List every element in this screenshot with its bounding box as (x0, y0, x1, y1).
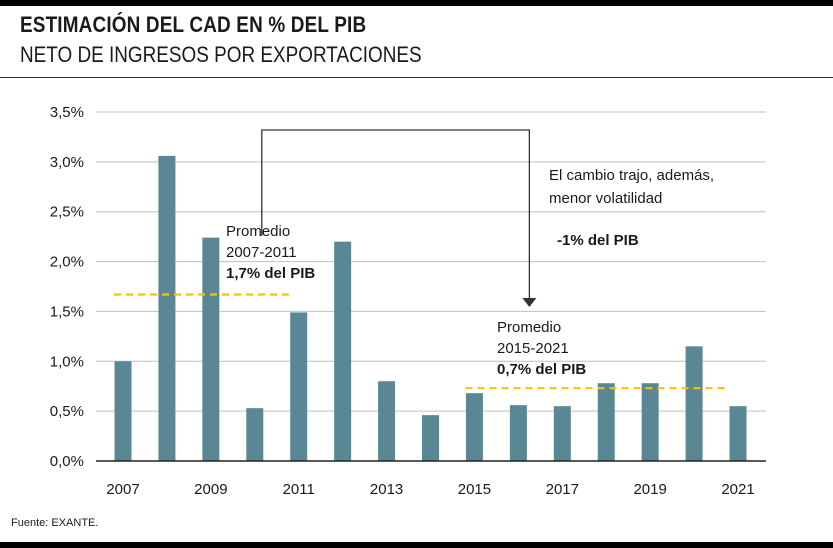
bar-2016 (509, 405, 527, 461)
bar-2019 (641, 383, 659, 461)
y-tick-label: 3,5% (50, 104, 84, 121)
chart-subtitle: NETO DE INGRESOS POR EXPORTACIONES (20, 42, 422, 67)
bar-2012 (334, 241, 352, 461)
avg1-label-line2: 2007-2011 (226, 244, 297, 261)
x-tick-label: 2021 (721, 481, 754, 498)
x-tick-label: 2011 (283, 481, 315, 498)
bar-2007 (114, 361, 132, 461)
source-note: Fuente: EXANTE. (11, 517, 99, 529)
bar-2010 (246, 408, 264, 461)
y-tick-label: 0,5% (50, 403, 84, 420)
x-tick-label: 2015 (458, 481, 491, 498)
gridlines (96, 111, 766, 412)
bar-2020 (685, 346, 703, 461)
annotation-line1: El cambio trajo, además, (549, 167, 714, 184)
bar-2011 (290, 312, 308, 461)
chart-title: ESTIMACIÓN DEL CAD EN % DEL PIB (20, 12, 367, 37)
bar-2018 (597, 383, 615, 461)
x-tick-label: 2007 (106, 481, 139, 498)
x-tick-label: 2019 (633, 481, 666, 498)
bar-2009 (202, 237, 220, 461)
bar-2013 (378, 381, 396, 461)
top-rule (0, 0, 833, 6)
y-tick-label: 3,0% (50, 154, 84, 171)
arrowhead (522, 298, 537, 307)
y-tick-label: 1,0% (50, 353, 84, 370)
x-axis-ticks: 2007 2009 2011 2013 2015 2017 2019 2021 (106, 481, 754, 498)
y-tick-label: 2,0% (50, 254, 84, 271)
x-tick-label: 2009 (194, 481, 227, 498)
avg1-label-line1: Promedio (226, 223, 290, 240)
annotation-line2: menor volatilidad (549, 190, 662, 207)
average-lines (114, 293, 729, 390)
bar-2021 (729, 406, 747, 461)
header-divider (0, 77, 833, 78)
y-tick-label: 2,5% (50, 204, 84, 221)
bars (114, 155, 747, 462)
x-tick-label: 2013 (370, 481, 403, 498)
bar-2014 (422, 415, 440, 461)
x-tick-label: 2017 (546, 481, 579, 498)
avg2-label-value: 0,7% del PIB (497, 361, 586, 378)
y-tick-label: 0,0% (50, 453, 84, 470)
avg1-label-value: 1,7% del PIB (226, 265, 315, 282)
change-arrow (261, 129, 531, 298)
annotation-change: -1% del PIB (557, 232, 639, 249)
bar-2008 (158, 155, 176, 462)
bar-2017 (553, 406, 571, 461)
bottom-rule (0, 542, 833, 548)
y-tick-label: 1,5% (50, 303, 84, 320)
y-axis-ticks: 0,0% 0,5% 1,0% 1,5% 2,0% 2,5% 3,0% 3,5% (50, 104, 84, 470)
avg2-label-line2: 2015-2021 (497, 340, 569, 357)
bar-2015 (465, 393, 483, 461)
avg2-label-line1: Promedio (497, 319, 561, 336)
